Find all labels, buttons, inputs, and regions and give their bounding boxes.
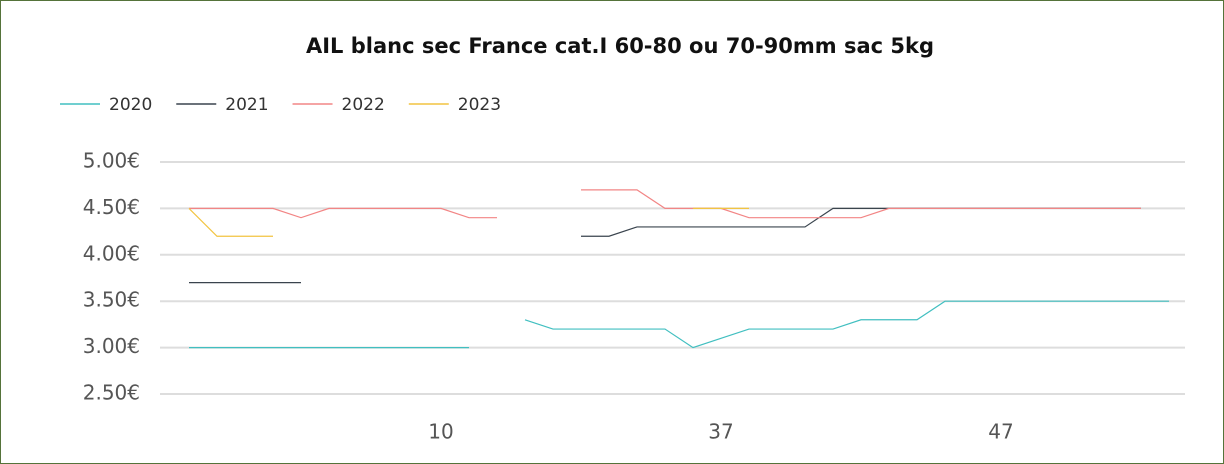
y-tick-label: 4.00€ — [83, 241, 140, 265]
y-tick-label: 2.50€ — [83, 381, 140, 405]
y-tick-label: 3.00€ — [83, 334, 140, 358]
series-line — [189, 207, 497, 219]
legend-label: 2021 — [225, 95, 268, 115]
legend-label: 2020 — [109, 95, 152, 115]
x-tick-label: 47 — [988, 420, 1013, 444]
series-line — [188, 207, 273, 237]
legend-label: 2022 — [342, 95, 385, 115]
x-tick-label: 37 — [708, 420, 733, 444]
legend-label: 2023 — [458, 95, 501, 115]
y-tick-label: 3.50€ — [83, 288, 140, 312]
x-tick-label: 10 — [428, 420, 453, 444]
chart-title: AIL blanc sec France cat.I 60-80 ou 70-9… — [306, 34, 934, 58]
series-line — [581, 189, 1141, 219]
series-line — [524, 300, 1169, 349]
y-tick-label: 5.00€ — [83, 149, 140, 173]
y-tick-label: 4.50€ — [83, 195, 140, 219]
